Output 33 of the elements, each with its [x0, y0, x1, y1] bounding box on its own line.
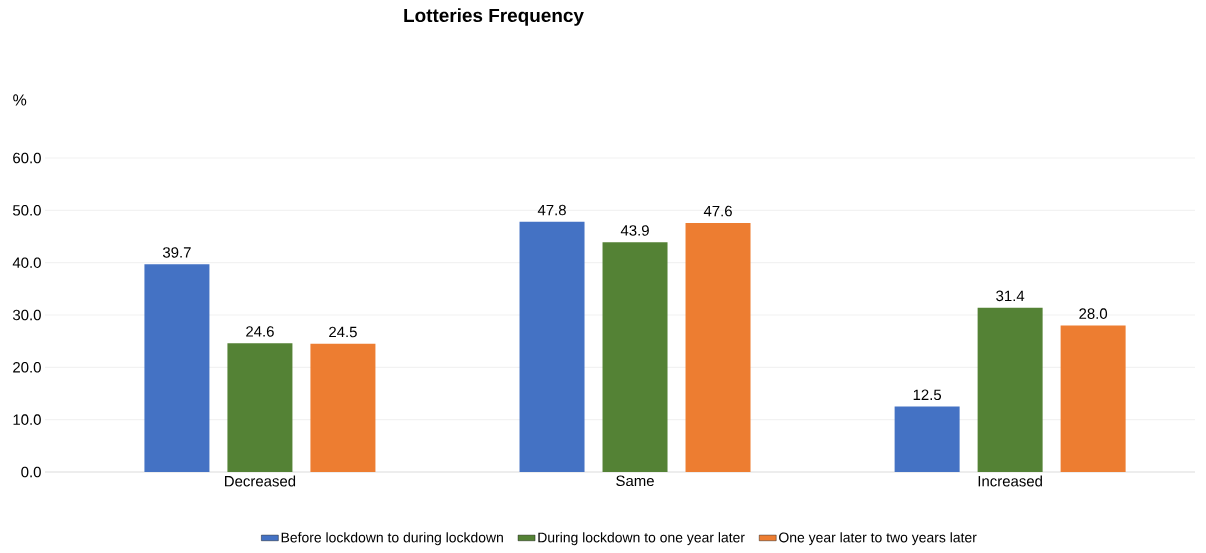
data-label: 47.6	[703, 205, 732, 217]
x-tick-label: Decreased	[225, 475, 296, 487]
bar	[685, 222, 751, 472]
y-tick-label: 20.0	[13, 362, 41, 373]
bar	[227, 343, 293, 472]
data-label: 31.4	[996, 290, 1025, 302]
data-label: 12.5	[913, 389, 942, 401]
y-tick-label: 40.0	[12, 257, 41, 268]
chart-title: Lotteries Frequency	[404, 8, 584, 26]
bar	[1060, 325, 1126, 472]
legend-label: During lockdown to one year later	[538, 532, 745, 546]
data-label: 24.5	[329, 326, 357, 338]
data-label: 28.0	[1079, 308, 1108, 319]
y-tick-label: 10.0	[13, 414, 41, 425]
data-label: 43.9	[620, 225, 649, 236]
x-tick-label: Increased	[978, 475, 1042, 487]
legend-label: One year later to two years later	[779, 532, 977, 546]
y-tick-label: 30.0	[12, 309, 41, 321]
bar	[310, 343, 376, 472]
y-tick-label: 50.0	[12, 205, 41, 216]
x-tick-label: Same	[616, 475, 654, 487]
data-label: 47.8	[537, 204, 566, 216]
bar	[894, 406, 960, 472]
bar	[977, 307, 1043, 472]
data-label: 24.6	[246, 326, 274, 337]
legend-label: Before lockdown to during lockdown	[281, 532, 503, 546]
bar	[144, 264, 210, 472]
y-axis-title: %	[13, 94, 27, 106]
bar	[602, 242, 668, 472]
data-label: 39.7	[162, 247, 191, 258]
y-tick-label: 60.0	[13, 152, 41, 164]
bar	[519, 221, 585, 472]
y-tick-label: 0.0	[21, 466, 41, 478]
